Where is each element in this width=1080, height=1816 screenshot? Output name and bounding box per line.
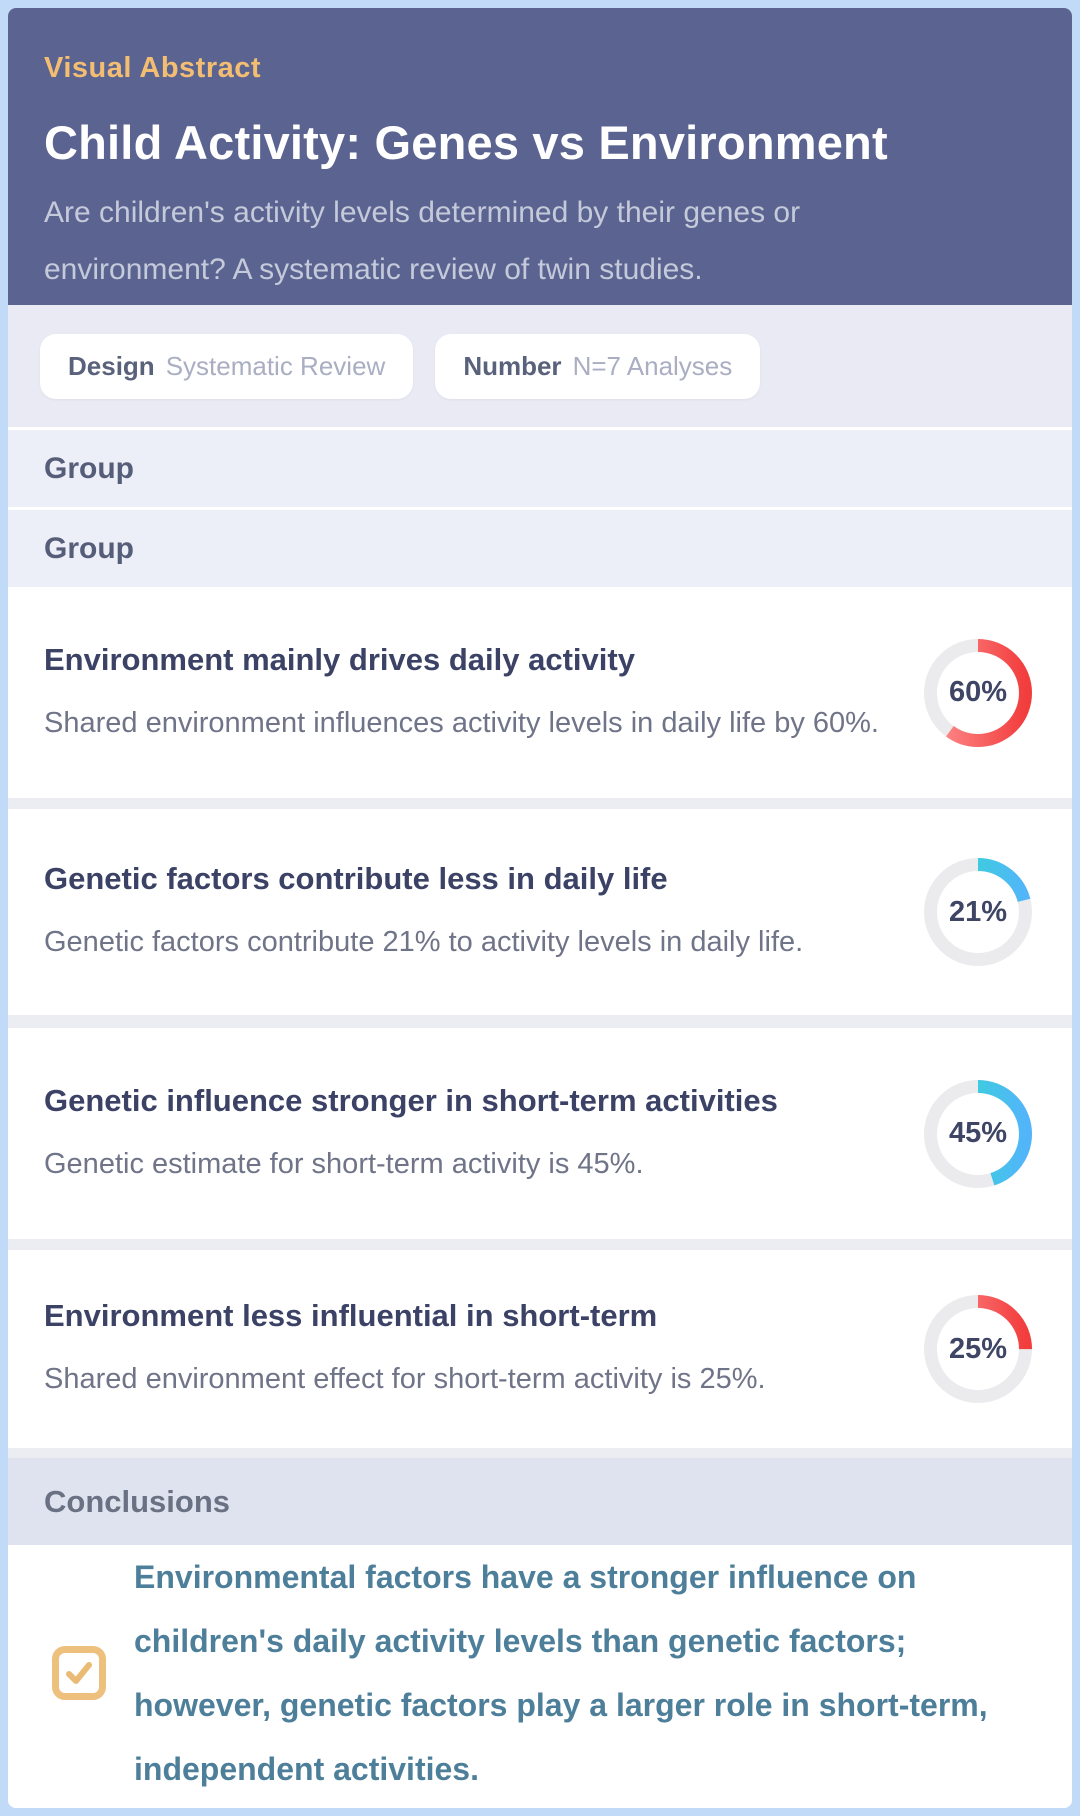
donut-chart-25: 25% [924, 1295, 1032, 1403]
design-badge-label: Design [68, 350, 155, 381]
conclusions-body: Environmental factors have a stronger in… [8, 1545, 1072, 1808]
finding-2-description: Genetic factors contribute 21% to activi… [44, 926, 804, 958]
page-title: Child Activity: Genes vs Environment [44, 116, 888, 169]
checkmark-icon [66, 1662, 92, 1684]
number-badge: Number N=7 Analyses [435, 333, 761, 399]
divider [8, 507, 1072, 510]
group-header-2-label: Group [44, 531, 134, 565]
badge-row: Design Systematic Review Number N=7 Anal… [8, 305, 1072, 427]
donut-chart-svg [924, 638, 1032, 747]
donut-percent-label: 21% [948, 895, 1008, 928]
divider [8, 427, 1072, 430]
number-badge-value: N=7 Analyses [572, 350, 733, 381]
divider [8, 1448, 1072, 1458]
finding-1-text: Environment mainly drives daily activity… [44, 637, 924, 749]
page-subtitle: Are children's activity levels determine… [44, 196, 801, 286]
finding-2-text: Genetic factors contribute less in daily… [44, 856, 924, 968]
donut-percent-label: 25% [948, 1332, 1008, 1365]
finding-4-description: Shared environment effect for short-term… [44, 1363, 766, 1395]
group-header-1-label: Group [44, 451, 134, 485]
group-header-1: Group [8, 430, 1072, 507]
number-badge-label: Number [463, 350, 562, 381]
design-badge-value: Systematic Review [165, 350, 386, 381]
finding-1-title: Environment mainly drives daily activity [44, 641, 635, 677]
divider [8, 798, 1072, 809]
finding-4-title: Environment less influential in short-te… [44, 1298, 658, 1333]
finding-row-3: Genetic influence stronger in short-term… [8, 1028, 1072, 1239]
finding-3-title: Genetic influence stronger in short-term… [44, 1082, 778, 1118]
donut-chart-45: 45% [924, 1079, 1032, 1188]
checkbox-checked-icon [52, 1646, 106, 1700]
visual-abstract-card: Visual Abstract Child Activity: Genes vs… [8, 8, 1072, 1808]
donut-percent-label: 45% [948, 1117, 1008, 1149]
divider [8, 1015, 1072, 1028]
donut-chart-21: 21% [924, 858, 1032, 966]
finding-3-description: Genetic estimate for short-term activity… [44, 1147, 644, 1180]
finding-row-1: Environment mainly drives daily activity… [8, 587, 1072, 798]
finding-1-description: Shared environment influences activity l… [44, 706, 879, 739]
kicker-label: Visual Abstract [44, 52, 262, 84]
header: Visual Abstract Child Activity: Genes vs… [8, 8, 1072, 305]
conclusions-header-label: Conclusions [44, 1483, 231, 1519]
conclusions-header: Conclusions [8, 1458, 1072, 1545]
finding-row-2: Genetic factors contribute less in daily… [8, 809, 1072, 1015]
donut-chart-svg [924, 858, 1032, 966]
divider [8, 1239, 1072, 1250]
finding-4-text: Environment less influential in short-te… [44, 1293, 924, 1405]
finding-3-text: Genetic influence stronger in short-term… [44, 1078, 924, 1190]
donut-chart-svg [924, 1295, 1032, 1403]
group-header-2: Group [8, 510, 1072, 587]
conclusion-text: Environmental factors have a stronger in… [134, 1559, 988, 1787]
finding-row-4: Environment less influential in short-te… [8, 1250, 1072, 1448]
donut-chart-60: 60% [924, 638, 1032, 747]
donut-chart-svg [924, 1079, 1032, 1188]
donut-percent-label: 60% [948, 676, 1008, 708]
design-badge: Design Systematic Review [40, 333, 414, 399]
finding-2-title: Genetic factors contribute less in daily… [44, 861, 668, 896]
